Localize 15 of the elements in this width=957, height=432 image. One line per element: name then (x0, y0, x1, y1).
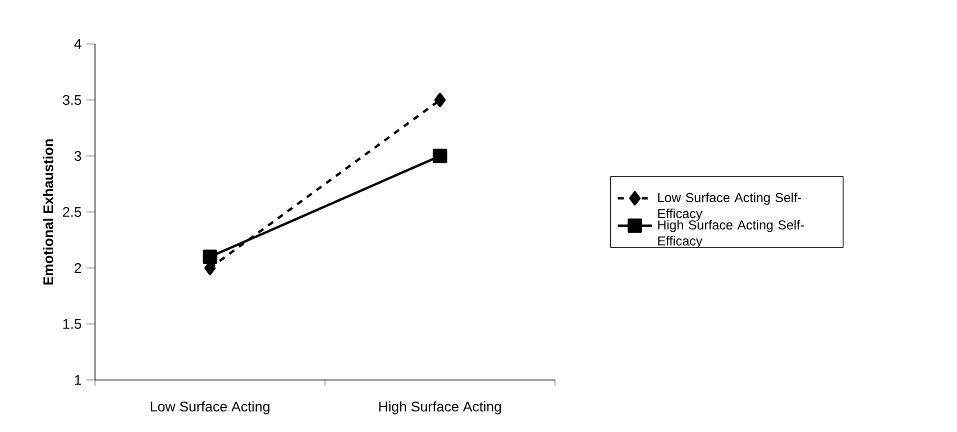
y-tick-label: 1 (75, 375, 82, 385)
point (202, 250, 218, 264)
y-tick-label: 1.5 (63, 319, 82, 329)
legend-label: Low Surface Acting Self-Efficacy (658, 192, 802, 221)
y-tick-label: 2 (74, 263, 82, 273)
y-tick-label: 2.5 (62, 207, 82, 217)
x-tick-label: High Surface Acting (379, 401, 501, 414)
point (434, 92, 446, 108)
y-tick-label: 3 (74, 151, 82, 161)
y-tick-label: 3.5 (62, 95, 82, 105)
point (432, 148, 448, 164)
legend-label: High Surface Acting Self-Efficacy (658, 220, 804, 248)
x-tick-label: Low Surface Acting (150, 401, 270, 414)
y-tick-label: 4 (74, 39, 82, 49)
y-axis-title: Emotional Exhaustion (42, 139, 54, 285)
